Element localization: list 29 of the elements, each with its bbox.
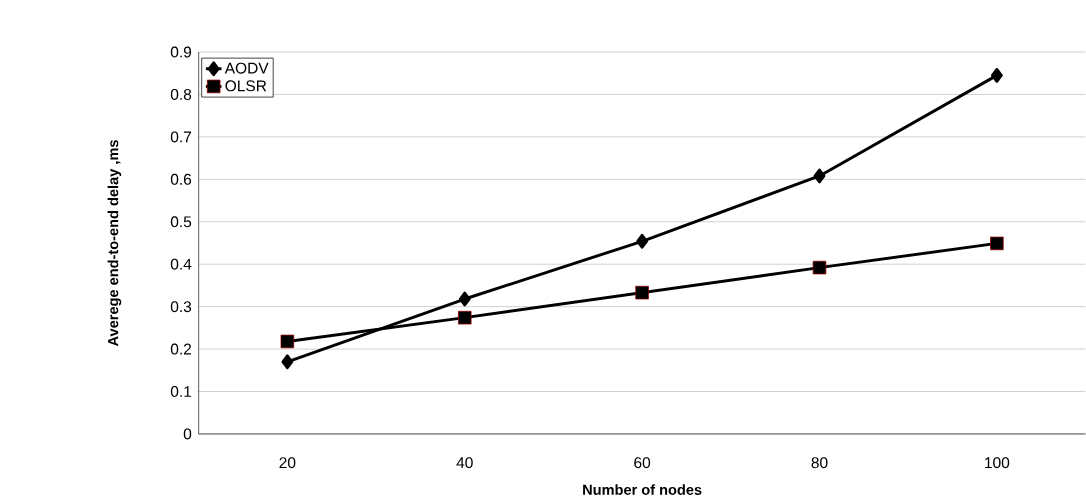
legend-label: OLSR: [225, 80, 267, 92]
point: [636, 233, 649, 249]
x-tick-label: 20: [279, 457, 296, 469]
y-tick-label: 0.8: [170, 89, 192, 100]
y-tick-label: 0.2: [170, 343, 192, 355]
point: [458, 291, 471, 307]
y-axis-title: Averege end-to-end delay ,ms: [107, 140, 122, 347]
x-tick-label: 80: [811, 457, 828, 469]
point: [635, 285, 649, 300]
point: [457, 310, 472, 325]
point: [990, 236, 1004, 251]
y-tick-label: 0.6: [170, 173, 192, 185]
y-tick-label: 0.1: [170, 386, 192, 398]
y-tick-label: 0.9: [170, 46, 192, 58]
y-tick-label: 0.3: [170, 301, 192, 313]
point: [990, 68, 1003, 83]
y-tick-label: 0.7: [170, 131, 192, 143]
y-tick-label: 0.5: [170, 216, 192, 228]
point: [812, 260, 827, 275]
x-axis-title: Number of nodes: [583, 484, 702, 495]
point: [280, 334, 295, 349]
y-tick-label: 0.4: [170, 258, 192, 270]
x-tick-label: 60: [634, 457, 651, 469]
x-tick-label: 100: [985, 457, 1010, 469]
legend-label: AODV: [224, 62, 269, 74]
x-tick-label: 40: [456, 457, 473, 469]
point: [281, 354, 294, 370]
y-tick-label: 0: [183, 428, 192, 440]
point: [813, 168, 826, 184]
